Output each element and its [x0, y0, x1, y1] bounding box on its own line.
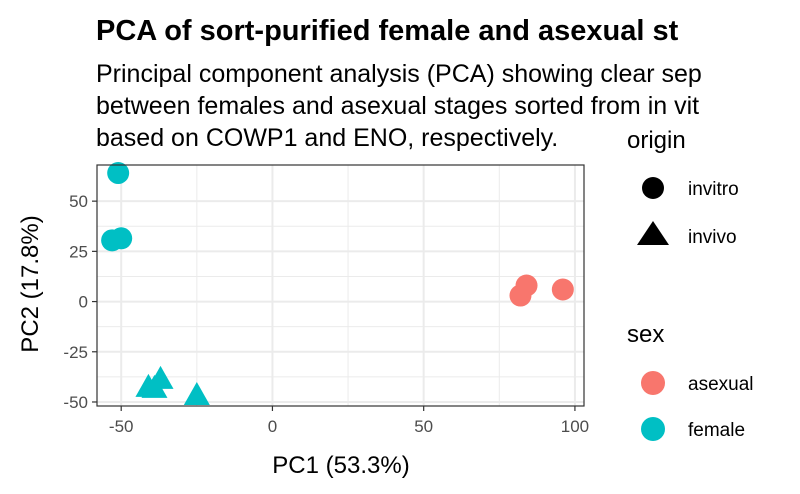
x-tick-label: -50 [109, 417, 134, 436]
data-point-female-invitro [107, 162, 130, 185]
y-tick-label: -25 [63, 343, 88, 362]
legend-key-female [641, 417, 665, 441]
legend-label-invivo: invivo [688, 227, 737, 248]
y-axis-title: PC2 (17.8%) [17, 215, 44, 352]
chart-subtitle-line-3: based on COWP1 and ENO, respectively. [96, 124, 558, 152]
x-axis-title: PC1 (53.3%) [272, 452, 409, 479]
legend-key-circle [642, 177, 664, 199]
data-point-asexual-invitro [551, 278, 574, 301]
y-tick-label: 0 [79, 293, 88, 312]
data-point-female-invivo [147, 365, 174, 389]
data-point-asexual-invitro [515, 274, 538, 297]
data-point-female-invivo [183, 381, 210, 405]
chart-title: PCA of sort-purified female and asexual … [96, 15, 679, 47]
legend: origin invitro invivo sex asexual female [627, 127, 754, 441]
plot-panel-border [96, 164, 585, 407]
legend-label-invitro: invitro [688, 179, 739, 200]
x-tick-label: 50 [414, 417, 433, 436]
legend-title-origin: origin [627, 127, 686, 154]
legend-label-female: female [688, 420, 745, 441]
plot-area [96, 162, 585, 407]
x-tick-label: 0 [268, 417, 277, 436]
x-tick-label: 100 [561, 417, 589, 436]
y-axis-ticks: -50 -25 0 25 50 [63, 192, 97, 412]
y-tick-label: 25 [69, 242, 88, 261]
data-point-female-invitro [101, 229, 124, 252]
y-tick-label: -50 [63, 393, 88, 412]
legend-key-triangle [637, 221, 669, 245]
chart-subtitle-line-2: between females and asexual stages sorte… [96, 92, 699, 120]
legend-label-asexual: asexual [688, 374, 754, 395]
legend-title-sex: sex [627, 321, 664, 348]
chart-subtitle-line-1: Principal component analysis (PCA) showi… [96, 60, 702, 88]
x-axis-ticks: -50 0 50 100 [109, 406, 589, 436]
y-tick-label: 50 [69, 192, 88, 211]
legend-key-asexual [641, 371, 665, 395]
